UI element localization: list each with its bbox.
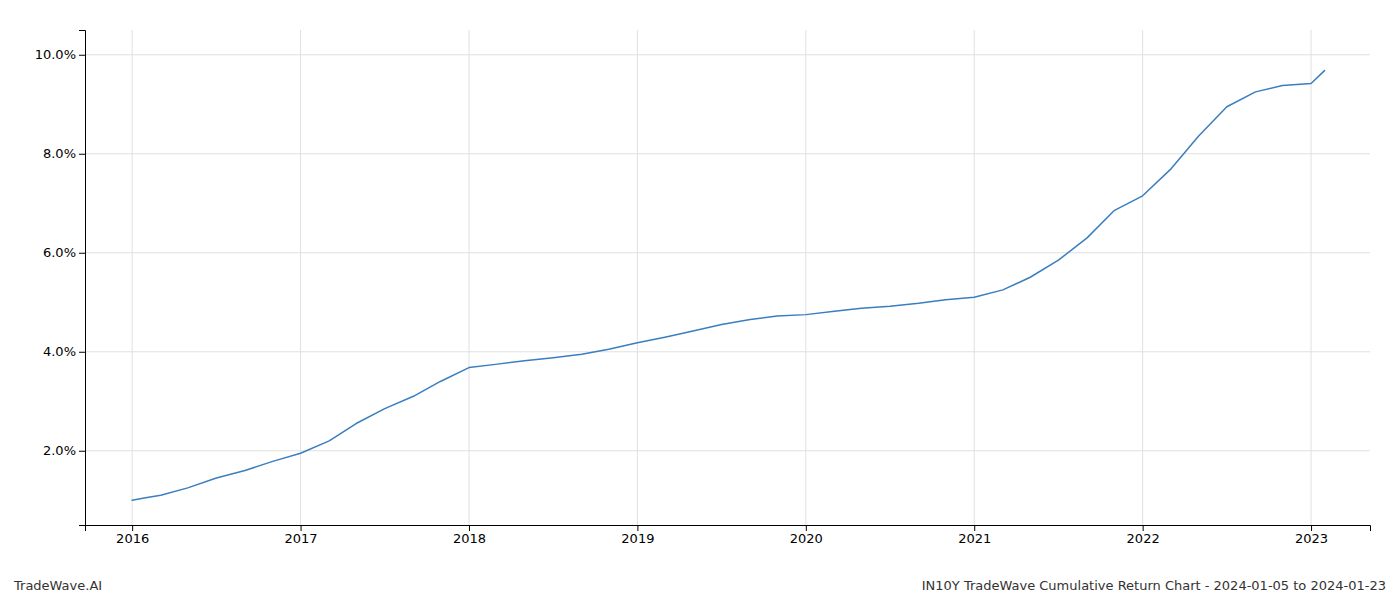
footer: TradeWave.AI: [13, 578, 102, 593]
x-tick: 2019: [621, 525, 654, 546]
x-tick-label: 2021: [958, 531, 991, 546]
x-axis: 2016 2017 2018 2019 2020 2021 2022 2023: [86, 525, 1371, 546]
y-tick-label: 8.0%: [43, 146, 76, 161]
line: [132, 71, 1324, 501]
grid-line-y: [85, 450, 1370, 451]
footer: IN10Y TradeWave Cumulative Return Chart …: [922, 578, 1386, 593]
x-tick-mark: [1311, 525, 1312, 531]
y-tick: 2.0%: [43, 443, 85, 458]
x-tick-mark: [637, 525, 638, 531]
y-tick-mark: [79, 55, 85, 56]
y-tick-mark: [79, 352, 85, 353]
y-tick-label: 4.0%: [43, 344, 76, 359]
y-tick-mark: [79, 253, 85, 254]
y-tick: 6.0%: [43, 245, 85, 260]
x-tick-mark: [132, 525, 133, 531]
y-axis-line: [79, 31, 86, 526]
x-tick: 2021: [958, 525, 991, 546]
x-tick-mark: [806, 525, 807, 531]
x-tick-label: 2022: [1127, 531, 1160, 546]
x-tick-label: 2018: [453, 531, 486, 546]
x-tick: 2016: [116, 525, 149, 546]
y-tick: 8.0%: [43, 146, 85, 161]
y-axis: 2.0% 4.0% 6.0% 8.0% 10.0%: [35, 31, 86, 526]
grid-line-y: [85, 54, 1370, 55]
grid-line-y: [85, 153, 1370, 154]
x-tick-mark: [301, 525, 302, 531]
x-tick: 2022: [1127, 525, 1160, 546]
marks: [132, 71, 1324, 501]
x-tick: 2023: [1295, 525, 1328, 546]
y-tick-label: 6.0%: [43, 245, 76, 260]
x-tick: 2017: [285, 525, 318, 546]
x-tick-label: 2017: [285, 531, 318, 546]
y-tick-label: 10.0%: [35, 47, 76, 62]
plot: 2016 2017 2018 2019 2020 2021 2022 2023 2.0% 4.0%…: [35, 30, 1371, 546]
y-tick: 10.0%: [35, 47, 85, 62]
x-tick-label: 2023: [1295, 531, 1328, 546]
grid-line-y: [85, 351, 1370, 352]
grid-line-y: [85, 252, 1370, 253]
grid: [85, 30, 1370, 525]
x-tick-label: 2016: [116, 531, 149, 546]
y-tick-mark: [79, 154, 85, 155]
x-tick-mark: [1143, 525, 1144, 531]
x-tick-label: 2019: [621, 531, 654, 546]
y-tick-mark: [79, 451, 85, 452]
chart: 2016 2017 2018 2019 2020 2021 2022 2023 2.0% 4.0%…: [0, 0, 1400, 600]
x-tick: 2018: [453, 525, 486, 546]
x-tick-mark: [974, 525, 975, 531]
x-axis-line: [86, 526, 1371, 532]
y-tick-label: 2.0%: [43, 443, 76, 458]
y-tick: 4.0%: [43, 344, 85, 359]
x-tick-label: 2020: [790, 531, 823, 546]
x-tick-mark: [469, 525, 470, 531]
x-tick: 2020: [790, 525, 823, 546]
